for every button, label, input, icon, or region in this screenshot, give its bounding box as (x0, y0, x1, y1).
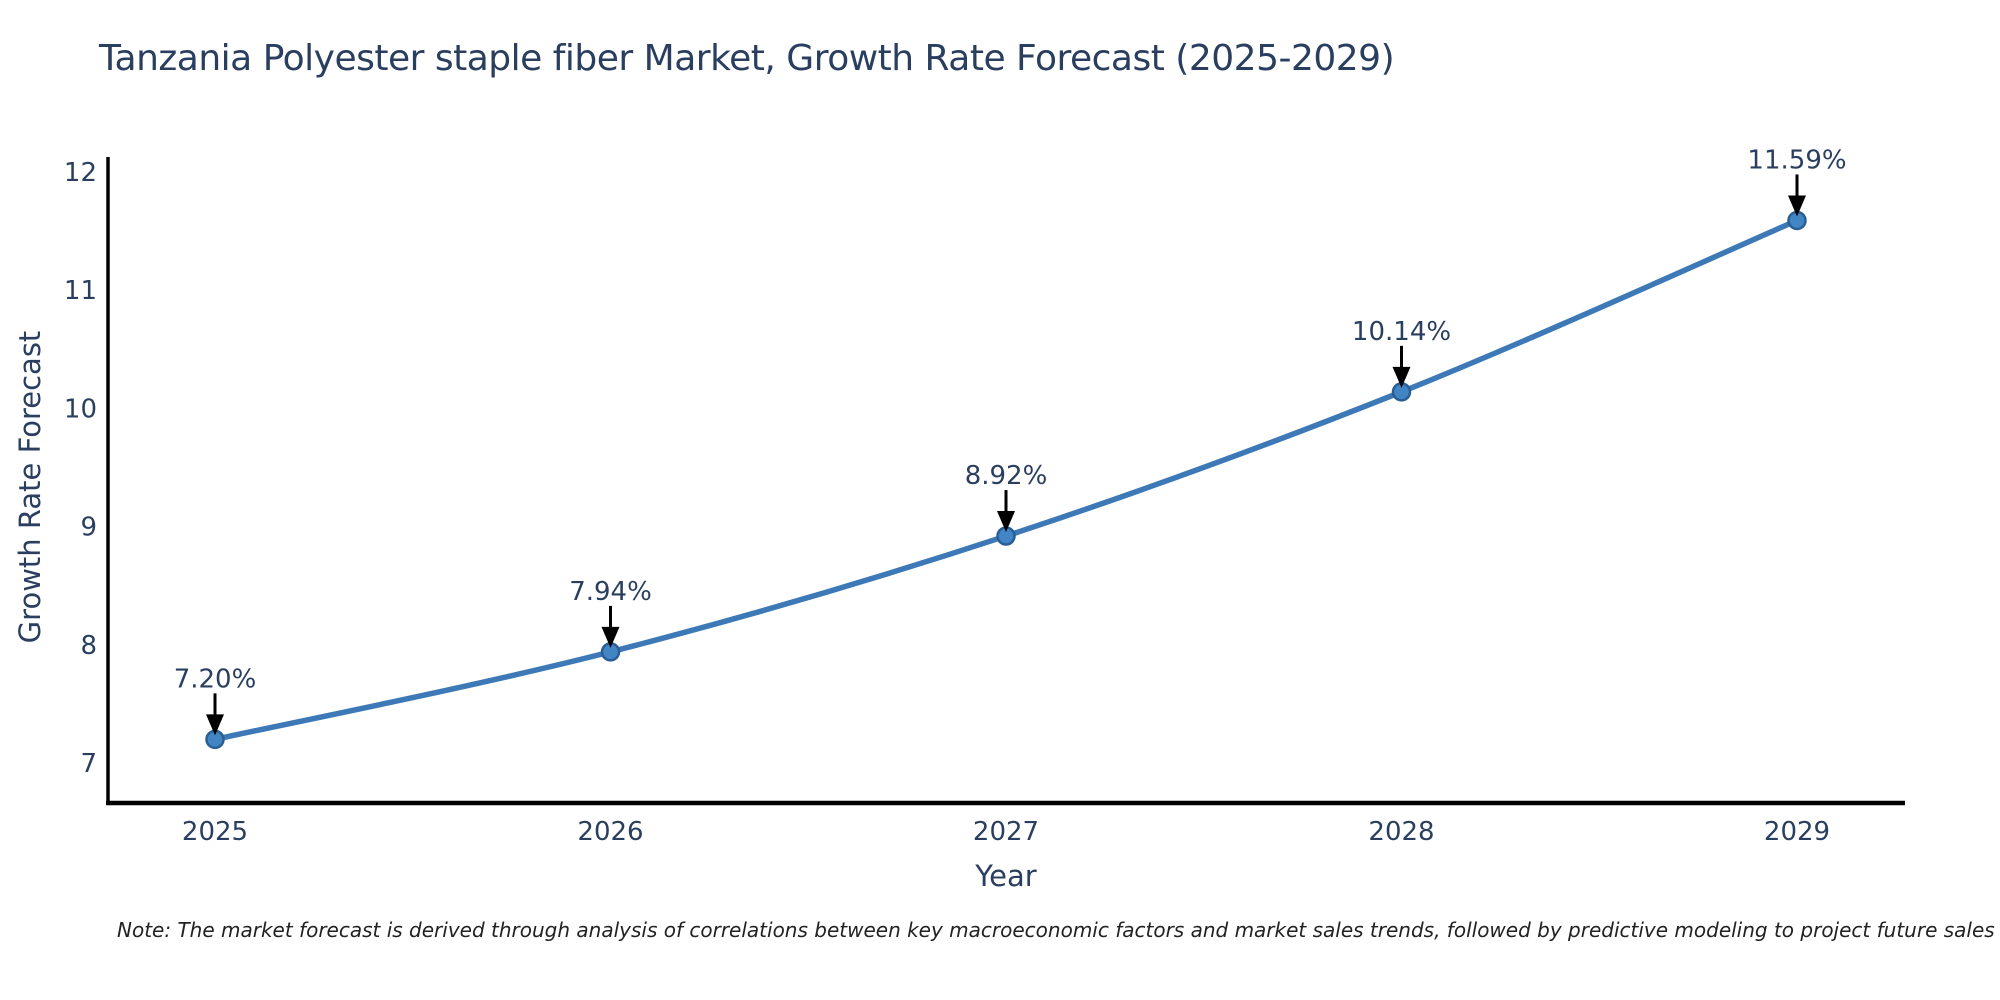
data-point-label: 11.59% (1747, 145, 1846, 175)
annotation-arrow-head (997, 511, 1015, 533)
data-point-label: 10.14% (1352, 317, 1451, 347)
y-tick-label: 7 (80, 749, 97, 779)
x-tick-label: 2026 (577, 817, 643, 847)
data-point-label: 7.20% (174, 664, 257, 694)
y-tick-label: 10 (64, 394, 97, 424)
annotation-arrow-head (601, 626, 620, 648)
y-tick-label: 12 (64, 158, 97, 188)
x-tick-label: 2028 (1368, 817, 1434, 847)
y-tick-label: 9 (80, 513, 97, 543)
footnote: Note: The market forecast is derived thr… (117, 918, 1995, 942)
x-tick-label: 2029 (1764, 817, 1830, 847)
x-tick-label: 2027 (973, 817, 1039, 847)
annotation-arrow-head (1788, 195, 1806, 217)
annotation-arrow-head (1392, 366, 1411, 388)
annotation-arrow-head (206, 714, 224, 736)
data-point-label: 8.92% (965, 461, 1048, 491)
x-tick-label: 2025 (182, 817, 248, 847)
data-point-label: 7.94% (569, 577, 652, 607)
chart-title: Tanzania Polyester staple fiber Market, … (99, 38, 1395, 79)
x-axis-title: Year (975, 859, 1037, 893)
y-tick-label: 8 (80, 631, 97, 661)
y-tick-label: 11 (64, 276, 97, 306)
